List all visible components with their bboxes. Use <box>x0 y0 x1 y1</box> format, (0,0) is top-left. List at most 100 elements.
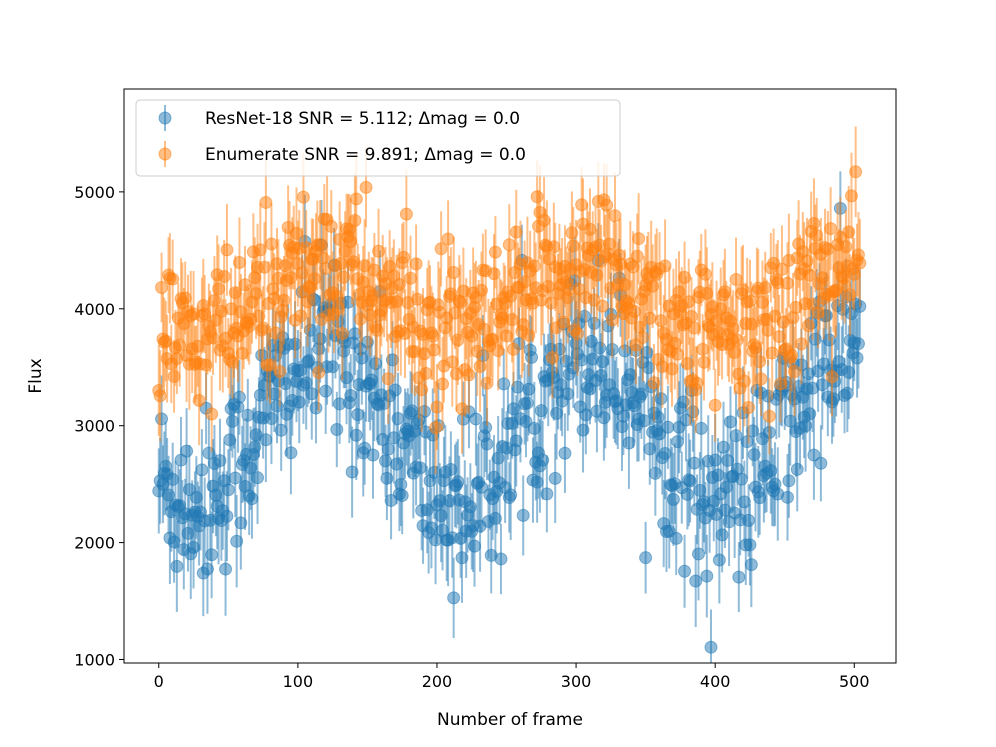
data-point <box>548 471 562 485</box>
data-point <box>746 424 760 438</box>
data-point <box>166 272 180 286</box>
data-point <box>840 386 854 400</box>
data-point <box>851 337 865 351</box>
legend-label-enumerate: Enumerate SNR = 9.891; Δmag = 0.0 <box>205 145 526 165</box>
data-point <box>502 238 516 252</box>
series-enumerate <box>152 126 867 474</box>
data-point <box>654 314 668 328</box>
data-point <box>815 378 829 392</box>
y-tick-label: 2000 <box>74 534 115 553</box>
data-point <box>814 456 828 470</box>
data-point <box>803 268 817 282</box>
data-point <box>245 492 259 506</box>
y-tick-label: 4000 <box>74 300 115 319</box>
data-point <box>410 292 424 306</box>
data-point <box>627 305 641 319</box>
data-point <box>394 477 408 491</box>
data-point <box>509 434 523 448</box>
data-point <box>180 444 194 458</box>
data-point <box>525 350 539 364</box>
data-point <box>718 285 732 299</box>
data-point <box>479 421 493 435</box>
data-point <box>597 411 611 425</box>
data-point <box>230 534 244 548</box>
data-point <box>366 448 380 462</box>
data-point <box>711 468 725 482</box>
data-point <box>583 222 597 236</box>
data-point <box>639 551 653 565</box>
data-point <box>566 239 580 253</box>
data-point <box>206 331 220 345</box>
data-point <box>232 256 246 270</box>
data-point <box>630 249 644 263</box>
data-point <box>348 213 362 227</box>
data-point <box>488 245 502 259</box>
data-point <box>397 250 411 264</box>
data-point <box>747 448 761 462</box>
data-point <box>689 574 703 588</box>
data-point <box>505 313 519 327</box>
data-point <box>349 192 363 206</box>
data-point <box>719 480 733 494</box>
data-point <box>399 207 413 221</box>
data-point <box>426 329 440 343</box>
data-point <box>232 390 246 404</box>
data-point <box>391 412 405 426</box>
data-point <box>593 341 607 355</box>
data-point <box>669 531 683 545</box>
data-point <box>217 270 231 284</box>
data-point <box>259 195 273 209</box>
data-point <box>296 190 310 204</box>
data-point <box>221 483 235 497</box>
data-point <box>545 351 559 365</box>
data-point <box>205 407 219 421</box>
data-point <box>409 257 423 271</box>
data-point <box>737 495 751 509</box>
data-point <box>658 259 672 273</box>
data-point <box>205 548 219 562</box>
data-point <box>729 429 743 443</box>
data-point <box>153 389 167 403</box>
x-tick-label: 500 <box>839 672 870 691</box>
data-point <box>530 190 544 204</box>
data-point <box>429 421 443 435</box>
data-point <box>671 435 685 449</box>
data-point <box>547 240 561 254</box>
data-point <box>284 271 298 285</box>
data-point <box>708 398 722 412</box>
data-point <box>480 437 494 451</box>
plot-frame <box>123 88 897 664</box>
data-point <box>608 209 622 223</box>
data-point <box>743 538 757 552</box>
data-point <box>220 243 234 257</box>
data-point <box>213 454 227 468</box>
data-point <box>284 446 298 460</box>
data-point <box>219 562 233 576</box>
data-point <box>487 267 501 281</box>
data-point <box>419 366 433 380</box>
data-point <box>596 299 610 313</box>
data-point <box>413 461 427 475</box>
data-point <box>417 405 431 419</box>
data-point <box>826 392 840 406</box>
data-point <box>536 453 550 467</box>
data-point <box>807 216 821 230</box>
data-point <box>726 322 740 336</box>
data-point <box>349 428 363 442</box>
data-point <box>765 346 779 360</box>
data-point <box>742 513 756 527</box>
data-point <box>253 243 267 257</box>
legend-marker-enumerate <box>158 141 172 167</box>
data-point <box>636 330 650 344</box>
data-point <box>654 392 668 406</box>
data-point <box>312 366 326 380</box>
data-point <box>351 408 365 422</box>
data-point <box>225 414 239 428</box>
data-point <box>308 272 322 286</box>
y-axis-label: Flux <box>26 358 46 393</box>
data-point <box>801 319 815 333</box>
legend: ResNet-18 SNR = 5.112; Δmag = 0.0 Enumer… <box>135 99 621 177</box>
data-point <box>167 369 181 383</box>
data-point <box>558 446 572 460</box>
data-point <box>575 198 589 212</box>
